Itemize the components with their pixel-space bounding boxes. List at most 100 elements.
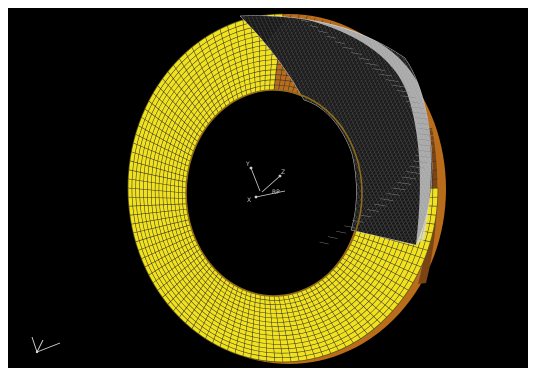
edge-band-line [373,203,387,207]
edge-band-line [392,187,406,191]
edge-band-line [396,90,411,93]
radial-mesh-line [128,196,187,199]
radial-mesh-line [264,295,268,362]
tri-mesh-line [240,15,311,246]
tri-mesh-line [240,15,355,246]
radial-mesh-line [135,224,191,243]
radial-mesh-line [300,290,332,354]
tri-mesh-line [504,8,528,268]
radial-mesh-line [133,219,190,234]
radial-mesh-line [242,19,252,94]
radial-mesh-line [173,64,213,121]
tri-mesh-line [508,8,528,268]
tri-mesh-line [488,8,528,268]
radial-mesh-line [127,187,187,194]
edge-band-line [309,25,319,28]
radial-mesh-line [336,265,393,312]
edge-band-line [406,171,421,174]
radial-mesh-line [212,32,235,102]
radial-mesh-line [131,214,188,225]
tri-mesh-line [480,8,528,268]
tri-mesh-line [464,8,528,268]
radial-mesh-line [185,272,219,324]
tri-mesh-line [524,8,528,268]
tri-mesh-line [456,8,528,268]
tri-mesh-line [456,8,528,268]
tri-mesh-line [512,8,528,268]
edge-band-line [379,73,393,77]
tri-mesh-line [500,8,528,268]
tri-mesh-line [484,8,528,268]
tri-mesh-line [240,15,343,246]
edge-band-line [344,225,355,229]
tri-mesh-line [508,8,528,268]
axis-triad-icon [31,336,61,354]
edge-band-line [326,35,337,39]
edge-band-line [418,138,434,142]
tri-mesh-line [335,15,432,246]
tri-mesh-line [355,15,432,246]
radial-mesh-line [219,28,239,99]
radial-mesh-line [129,160,188,178]
radial-mesh-line [179,58,216,117]
radial-mesh-line [133,142,190,167]
radial-mesh-line [162,257,206,298]
radial-mesh-line [152,92,201,138]
tri-mesh-line [436,8,528,268]
radial-mesh-line [250,17,256,93]
radial-mesh-line [198,279,227,335]
tri-mesh-line [512,8,528,268]
radial-mesh-line [198,41,227,107]
tri-mesh-line [359,15,432,246]
radial-mesh-line [128,169,187,183]
tri-mesh-line [516,8,528,268]
inner-boundary [185,89,363,297]
radial-mesh-line [141,234,194,260]
tri-mesh-line [240,15,319,246]
radial-mesh-line [129,208,188,216]
tri-mesh-line [516,8,528,268]
tri-mesh-line [472,8,528,268]
tri-mesh-line [452,8,528,268]
tri-mesh-line [427,15,432,246]
radial-mesh-line [347,248,414,284]
tri-mesh-line [331,15,432,246]
mesh-scene[interactable]: RP Y Z X [8,8,528,368]
radial-mesh-line [191,276,223,329]
tri-mesh-line [371,15,432,246]
edge-band-line [365,63,378,66]
tri-mesh-line [323,15,432,246]
radial-mesh-line [135,133,191,162]
origin-triad-y-label: Y [245,161,250,168]
radial-mesh-line [138,125,192,157]
tri-mesh-line [343,15,432,246]
radial-mesh-line [131,151,188,172]
tri-mesh-line [444,8,528,268]
radial-mesh-line [278,295,292,362]
edge-band-line [412,160,428,164]
radial-mesh-line [339,261,399,305]
tri-mesh-line [363,15,432,246]
tri-mesh-line [448,8,528,268]
edge-band-line [350,52,362,55]
tri-mesh-line [240,15,327,246]
tri-mesh-line [240,15,347,246]
radial-mesh-line [296,292,324,357]
radial-mesh-line [350,244,418,276]
edge-band-line [359,214,372,218]
tri-mesh-line [367,15,432,246]
radial-mesh-line [354,234,425,260]
radial-mesh-line [167,261,209,305]
edge-band-line [342,46,354,50]
tri-mesh-line [496,8,528,268]
radial-mesh-line [138,229,192,251]
radial-mesh-line [205,282,231,339]
radial-mesh-line [227,289,243,351]
radial-mesh-line [173,265,213,312]
tri-mesh-line [504,8,528,268]
edge-band-line [334,41,345,44]
fe-model-viewport[interactable]: RP Y Z X [8,8,528,368]
edge-band-line [300,19,310,23]
radial-mesh-line [352,239,422,268]
edge-band-line [352,220,364,223]
